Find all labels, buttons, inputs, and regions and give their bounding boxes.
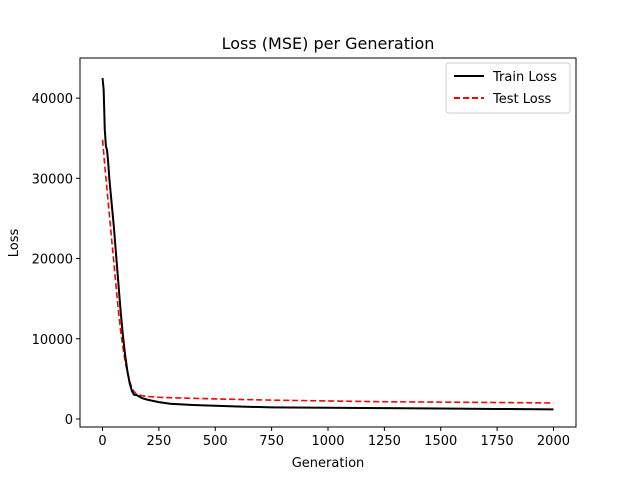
- chart-title: Loss (MSE) per Generation: [222, 34, 435, 53]
- legend-label-train: Train Loss: [492, 70, 557, 85]
- legend: Train Loss Test Loss: [445, 62, 571, 114]
- y-tick-label: 30000: [32, 172, 73, 187]
- axis-ticks: 0 250 500 750 1000 1250 1500 1750 20000100002000…: [32, 92, 570, 449]
- y-tick-label: 20000: [32, 253, 73, 268]
- x-tick-label: 1500: [424, 434, 457, 449]
- x-tick-label: 750: [259, 434, 284, 449]
- y-tick-label: 0: [65, 413, 73, 428]
- y-axis-label: Loss: [7, 229, 22, 258]
- x-tick-label: 0: [98, 434, 106, 449]
- x-axis-label: Generation: [292, 456, 365, 471]
- x-tick-label: 2000: [537, 434, 570, 449]
- x-tick-label: 1000: [311, 434, 344, 449]
- y-tick-label: 10000: [32, 333, 73, 348]
- x-tick-label: 250: [146, 434, 171, 449]
- series-lines: [101, 77, 554, 411]
- axes-frame: [79, 57, 577, 428]
- y-tick-label: 40000: [32, 92, 73, 107]
- x-tick-label: 1250: [368, 434, 401, 449]
- series-line-train-loss: [101, 77, 554, 411]
- x-tick-label: 1750: [481, 434, 514, 449]
- x-tick-label: 500: [203, 434, 228, 449]
- legend-label-test: Test Loss: [492, 92, 551, 107]
